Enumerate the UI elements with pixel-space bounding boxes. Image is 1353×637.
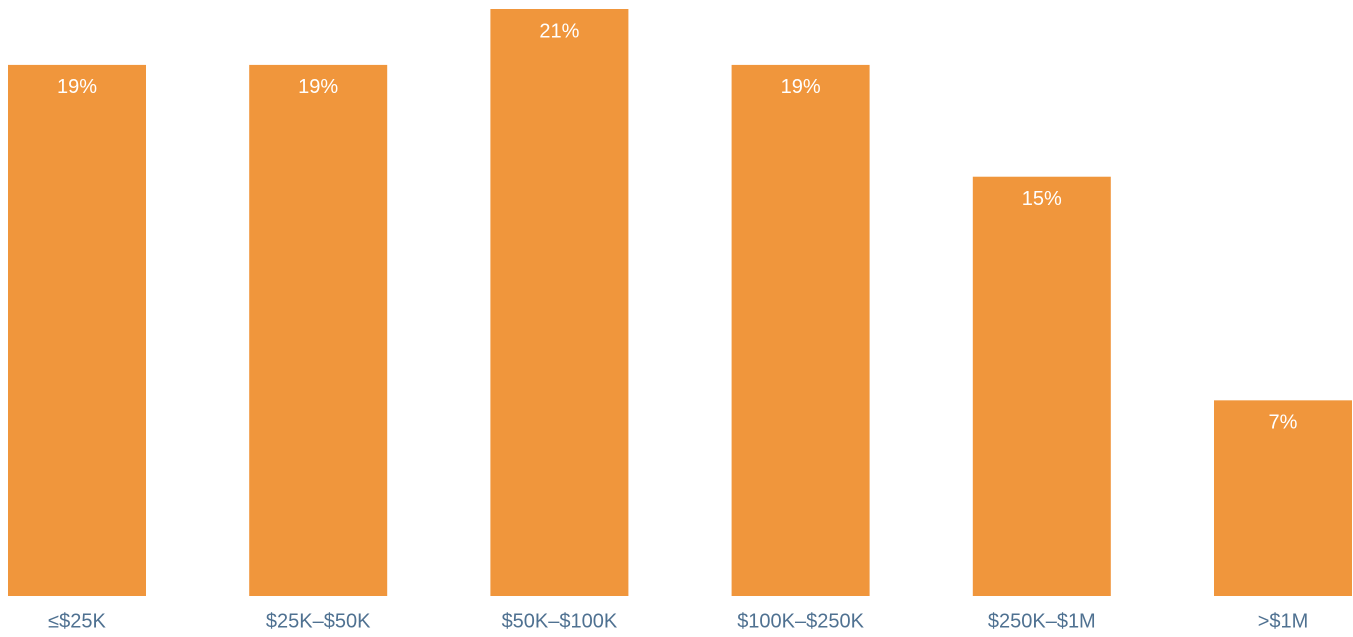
x-tick-label: >$1M xyxy=(1258,610,1309,632)
x-tick-label: ≤$25K xyxy=(48,610,106,632)
value-label: 21% xyxy=(539,20,579,42)
value-label: 19% xyxy=(298,76,338,98)
x-tick-label: $100K–$250K xyxy=(737,610,864,632)
bar xyxy=(8,64,146,596)
bar xyxy=(1214,400,1352,596)
bar xyxy=(249,64,388,596)
value-label: 19% xyxy=(781,76,821,98)
bar xyxy=(972,176,1111,596)
value-label: 7% xyxy=(1269,412,1298,434)
bar xyxy=(490,9,629,596)
x-tick-label: $250K–$1M xyxy=(988,610,1096,632)
value-label: 19% xyxy=(57,76,97,98)
value-label: 15% xyxy=(1022,188,1062,210)
bar xyxy=(731,64,870,596)
x-tick-label: $25K–$50K xyxy=(266,610,371,632)
x-tick-label: $50K–$100K xyxy=(502,610,618,632)
